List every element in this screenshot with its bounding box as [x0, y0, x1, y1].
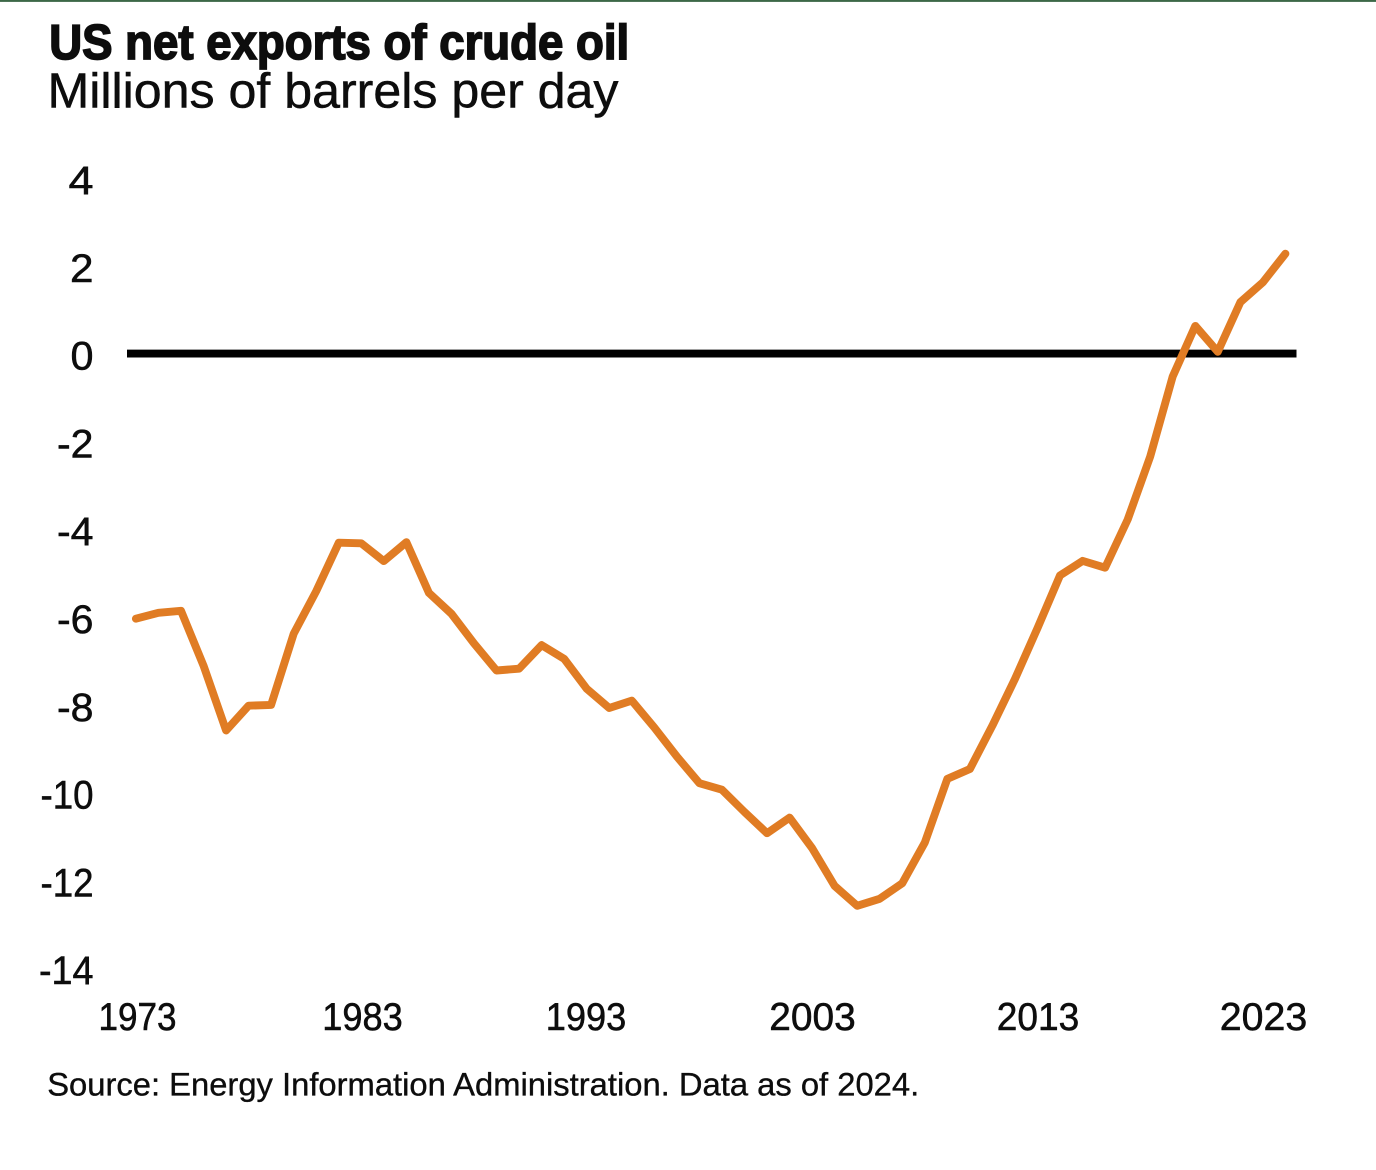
- svg-text:4: 4: [69, 159, 94, 203]
- svg-text:1993: 1993: [546, 996, 627, 1039]
- svg-text:2023: 2023: [1220, 996, 1308, 1039]
- svg-text:-12: -12: [41, 861, 94, 905]
- svg-text:-14: -14: [39, 949, 94, 993]
- svg-text:US net exports of crude oil: US net exports of crude oil: [49, 16, 629, 70]
- svg-text:1973: 1973: [99, 996, 177, 1039]
- svg-text:-2: -2: [57, 422, 94, 466]
- svg-text:Source: Energy Information Adm: Source: Energy Information Administratio…: [47, 1066, 919, 1103]
- svg-text:0: 0: [71, 335, 94, 379]
- svg-text:2013: 2013: [997, 996, 1080, 1039]
- svg-text:-6: -6: [57, 598, 94, 642]
- svg-text:2003: 2003: [769, 996, 856, 1039]
- svg-text:-8: -8: [57, 686, 94, 730]
- svg-text:1983: 1983: [322, 996, 403, 1039]
- svg-text:-4: -4: [57, 510, 94, 554]
- svg-text:-10: -10: [41, 774, 94, 818]
- svg-text:2: 2: [70, 247, 94, 291]
- svg-text:Millions of barrels per day: Millions of barrels per day: [48, 65, 619, 119]
